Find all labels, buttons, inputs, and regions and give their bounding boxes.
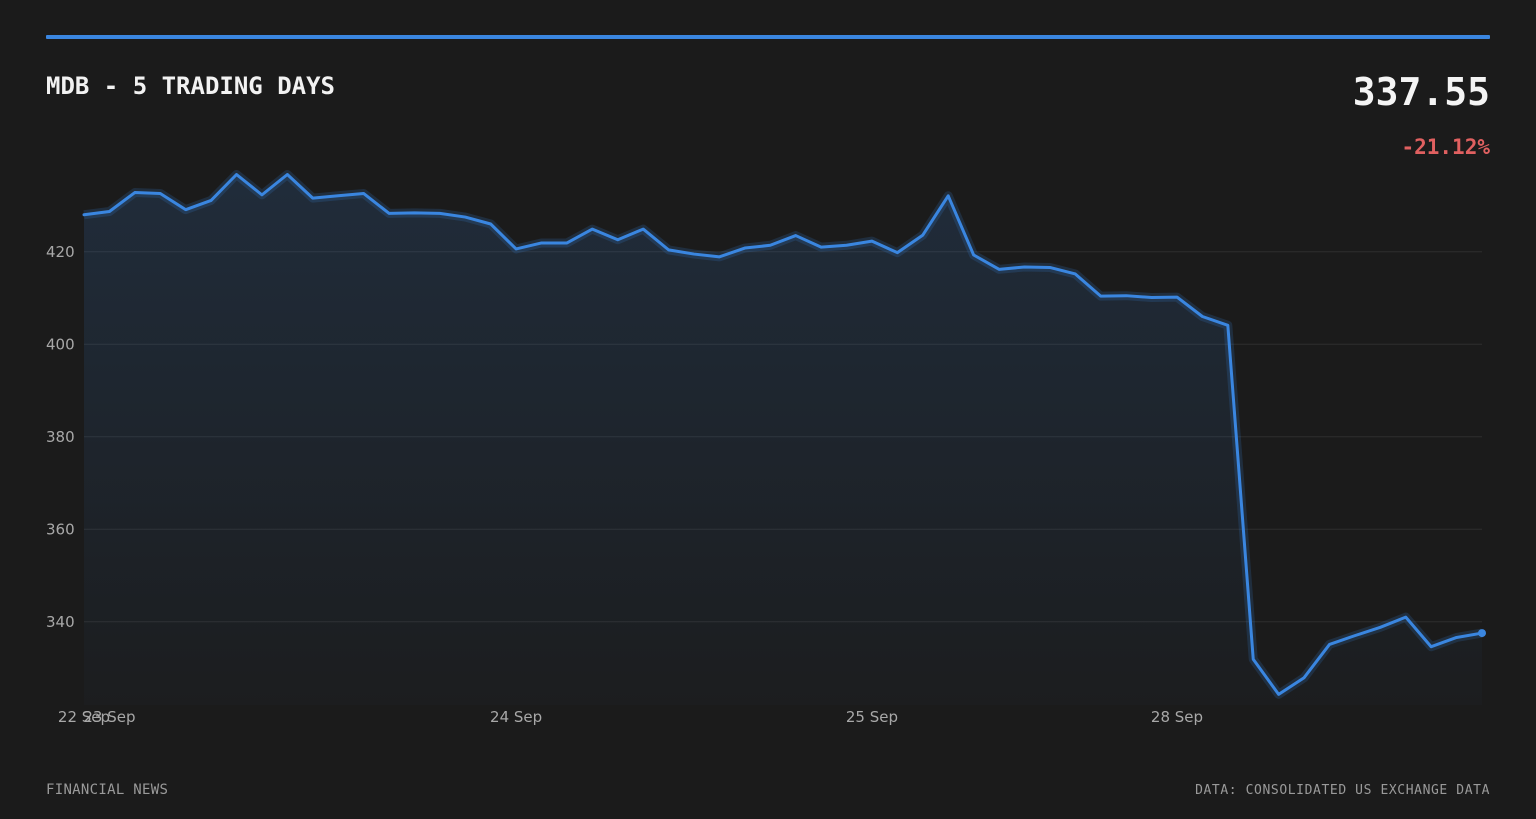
top-accent-rule <box>46 35 1490 39</box>
price-line <box>82 173 1484 696</box>
x-tick-label: 23 Sep <box>83 708 135 726</box>
y-tick-label: 380 <box>46 428 75 446</box>
current-price: 337.55 <box>1352 70 1490 114</box>
last-price-marker <box>1478 629 1486 638</box>
percent-change: -21.12% <box>1401 135 1490 159</box>
x-tick-label: 25 Sep <box>846 708 898 726</box>
x-tick-label: 24 Sep <box>490 708 542 726</box>
y-axis-ticks: 340 360 380 400 420 <box>46 243 75 631</box>
y-tick-label: 400 <box>46 335 75 353</box>
price-area-fill <box>84 174 1482 705</box>
x-tick-label: 28 Sep <box>1151 708 1203 726</box>
data-source-note: DATA: CONSOLIDATED US EXCHANGE DATA <box>1195 783 1490 798</box>
y-tick-label: 340 <box>46 613 75 631</box>
x-tick-label: 22 Sep <box>58 708 110 726</box>
source-credit: FINANCIAL NEWS <box>46 782 169 798</box>
y-tick-label: 420 <box>46 243 75 261</box>
chart-title: MDB - 5 TRADING DAYS <box>46 72 335 100</box>
y-tick-label: 360 <box>46 520 75 538</box>
